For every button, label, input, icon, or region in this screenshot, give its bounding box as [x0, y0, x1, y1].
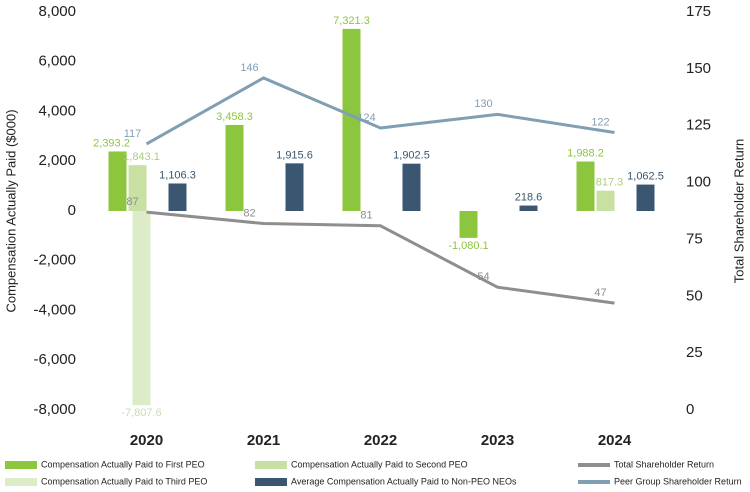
y-tick-label: 8,000	[38, 3, 76, 20]
value-label: 87	[126, 196, 138, 208]
y2-tick-label: 75	[686, 230, 703, 247]
x-tick-label: 2024	[598, 432, 632, 449]
x-tick-label: 2021	[247, 432, 280, 449]
y2-tick-label: 175	[686, 3, 711, 20]
legend-label: Compensation Actually Paid to Second PEO	[291, 459, 468, 469]
value-label: 7,321.3	[333, 15, 370, 27]
bar	[285, 163, 304, 211]
y2-tick-label: 100	[686, 174, 711, 191]
value-label: 146	[240, 62, 258, 74]
y2-tick-label: 50	[686, 287, 703, 304]
y-tick-label: -4,000	[33, 301, 76, 318]
value-label: 82	[243, 207, 255, 219]
value-label: 47	[594, 287, 606, 299]
value-label: 124	[357, 112, 375, 124]
bar	[342, 28, 361, 212]
legend-label: Total Shareholder Return	[614, 459, 714, 469]
value-label: 1,902.5	[393, 150, 430, 162]
value-label: -1,080.1	[448, 240, 488, 252]
legend-label: Peer Group Shareholder Return	[614, 476, 742, 486]
value-label: 817.3	[596, 177, 624, 189]
value-label: 3,458.3	[216, 111, 253, 123]
bar	[636, 184, 655, 211]
value-label: 1,915.6	[276, 149, 313, 161]
x-tick-label: 2022	[364, 432, 397, 449]
y2-tick-label: 125	[686, 117, 711, 134]
bar	[128, 165, 147, 211]
bar	[132, 211, 151, 406]
y2-tick-label: 25	[686, 344, 703, 361]
value-label: 2,393.2	[93, 137, 130, 149]
bar	[459, 211, 478, 238]
value-label: 130	[474, 98, 492, 110]
bar	[519, 205, 538, 211]
y-tick-label: -6,000	[33, 351, 76, 368]
legend-swatch	[5, 478, 37, 486]
value-label: 81	[360, 210, 372, 222]
value-label: 122	[591, 116, 609, 128]
y-axis-title: Compensation Actually Paid ($000)	[3, 109, 18, 312]
y2-axis-title: Total Shareholder Return	[731, 139, 746, 284]
legend-swatch	[5, 461, 37, 469]
x-tick-label: 2020	[130, 432, 163, 449]
y-tick-label: 2,000	[38, 152, 76, 169]
legend-label: Compensation Actually Paid to First PEO	[41, 459, 205, 469]
legend-swatch	[255, 461, 287, 469]
value-label: 54	[477, 271, 489, 283]
line	[145, 76, 615, 146]
value-label: 218.6	[515, 191, 543, 203]
bar	[596, 190, 615, 211]
value-label: 117	[124, 128, 142, 140]
y-tick-label: 6,000	[38, 53, 76, 70]
value-label: 1,843.1	[123, 151, 160, 163]
value-label: 1,062.5	[627, 170, 664, 182]
y2-tick-label: 150	[686, 60, 711, 77]
x-tick-label: 2023	[481, 432, 514, 449]
bar	[402, 163, 421, 211]
bar	[168, 183, 187, 211]
y-tick-label: -2,000	[33, 252, 76, 269]
y-tick-label: 4,000	[38, 102, 76, 119]
legend-swatch	[255, 478, 287, 486]
y-tick-label: 0	[68, 202, 76, 219]
bar	[576, 161, 595, 211]
bar	[225, 124, 244, 211]
line	[146, 210, 615, 305]
legend-label: Compensation Actually Paid to Third PEO	[41, 476, 207, 486]
legend-label: Average Compensation Actually Paid to No…	[291, 476, 517, 486]
y2-tick-label: 0	[686, 401, 694, 418]
value-label: 1,988.2	[567, 147, 604, 159]
value-label: -7,807.6	[121, 407, 161, 419]
bar	[108, 151, 127, 211]
y-tick-label: -8,000	[33, 401, 76, 418]
value-label: 1,106.3	[159, 169, 196, 181]
